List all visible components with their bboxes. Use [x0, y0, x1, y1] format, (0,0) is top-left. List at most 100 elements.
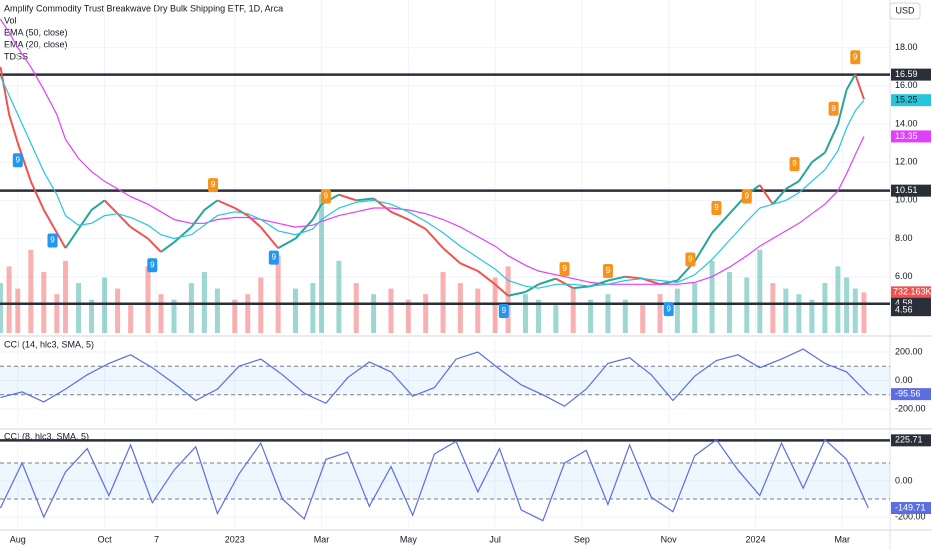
volume-bar: [423, 294, 429, 333]
volume-bar: [622, 299, 628, 333]
td-label: 9: [324, 192, 329, 201]
currency-button[interactable]: [889, 2, 921, 20]
td-label: 9: [606, 266, 611, 275]
volume-bar: [293, 288, 299, 333]
td-label: 9: [688, 255, 693, 264]
volume-bar: [405, 299, 411, 333]
last-value-badge: -149.71: [895, 502, 926, 512]
volume-bar: [457, 283, 463, 333]
x-tick-label: Nov: [661, 534, 678, 544]
price-segment: [147, 237, 162, 253]
volume-bar: [102, 277, 108, 333]
td-label: 9: [16, 155, 21, 164]
price-segment: [758, 184, 774, 205]
price-segment: [356, 197, 374, 202]
price-segment: [845, 73, 857, 91]
y-tick-label: 16.00: [895, 80, 918, 90]
price-segment: [711, 213, 731, 234]
volume-bar: [522, 294, 528, 333]
annotation-badge: 4.56: [895, 305, 913, 315]
td-marker: [559, 262, 570, 277]
y-tick-label: 10.00: [895, 195, 918, 205]
y-tick-label: 14.00: [895, 118, 918, 128]
last-value-badge: -95.56: [895, 389, 921, 399]
td-label: 9: [502, 306, 507, 315]
volume-bar: [353, 283, 359, 333]
legend-ema50: EMA (50, close): [4, 27, 68, 37]
volume-bar: [188, 283, 194, 333]
level-badge: 225.71: [895, 435, 923, 445]
series-line: [0, 348, 869, 407]
td-marker: [147, 258, 158, 273]
td-marker: [741, 189, 752, 204]
price-segment: [507, 290, 526, 297]
price-segment: [390, 210, 409, 221]
td-marker: [685, 252, 696, 267]
volume-badge-bg: [891, 286, 931, 299]
volume-bar: [319, 194, 325, 333]
series-line: [0, 76, 865, 289]
x-tick-label: 7: [154, 534, 159, 544]
level-badge: 10.51: [895, 185, 918, 195]
price-segment: [836, 89, 848, 125]
level-badge: 16.59: [895, 69, 918, 79]
td-label: 9: [666, 304, 671, 313]
volume-bar: [115, 288, 121, 333]
td-label: 9: [745, 192, 750, 201]
price-segment: [55, 232, 67, 249]
volume-bar: [822, 283, 828, 333]
price-segment: [823, 123, 839, 154]
price-segment: [555, 277, 574, 290]
volume-bar: [744, 277, 750, 333]
price-segment: [524, 283, 540, 293]
legend-ema20: EMA (20, close): [4, 39, 68, 49]
volume-bar: [796, 294, 802, 333]
x-tick-label: Mar: [835, 534, 851, 544]
price-segment: [277, 237, 296, 249]
price-segment: [538, 277, 557, 286]
td-label: 9: [714, 203, 719, 212]
volume-bar: [275, 255, 281, 333]
volume-bar: [640, 305, 646, 333]
cci8-title: CCI (8, hlc3, SMA, 5): [4, 431, 89, 441]
series-line: [0, 438, 869, 522]
price-segment: [338, 193, 357, 202]
price-segment: [203, 199, 218, 211]
cci-band: [0, 463, 890, 500]
td-label: 9: [272, 253, 277, 262]
td-marker: [828, 101, 839, 116]
volume-bar: [89, 299, 95, 333]
volume-bar: [492, 277, 498, 333]
td-marker: [208, 178, 219, 193]
volume-bar: [388, 288, 394, 333]
price-segment: [173, 226, 193, 244]
level-badge: 4.58: [895, 298, 913, 308]
price-segment: [607, 275, 626, 282]
level-badge-bg: [891, 184, 931, 197]
price-segment: [494, 283, 509, 297]
volume-bar: [128, 305, 134, 333]
chart-title: Amplify Commodity Trust Breakwave Dry Bu…: [4, 3, 283, 13]
y-tick-label: -200.00: [895, 403, 926, 413]
annotation-badge-bg: [891, 304, 931, 317]
volume-bar: [54, 294, 60, 333]
volume-bar: [232, 299, 238, 333]
volume-bar: [783, 288, 789, 333]
cci14-title: CCI (14, hlc3, SMA, 5): [4, 339, 94, 349]
last-value-badge-bg: [891, 130, 931, 143]
volume-bar: [171, 299, 177, 333]
price-segment: [16, 142, 32, 182]
price-segment: [77, 209, 93, 230]
td-label: 9: [211, 180, 216, 189]
td-marker: [12, 153, 23, 168]
volume-bar: [726, 271, 732, 333]
td-marker: [789, 157, 800, 172]
y-tick-label: 12.00: [895, 157, 918, 167]
price-segment: [260, 226, 279, 249]
legend-vol: Vol: [4, 15, 17, 25]
volume-bar: [588, 299, 594, 333]
y-tick-label: 200.00: [895, 346, 923, 356]
y-tick-label: -200.00: [895, 511, 926, 521]
volume-bar: [844, 277, 850, 333]
